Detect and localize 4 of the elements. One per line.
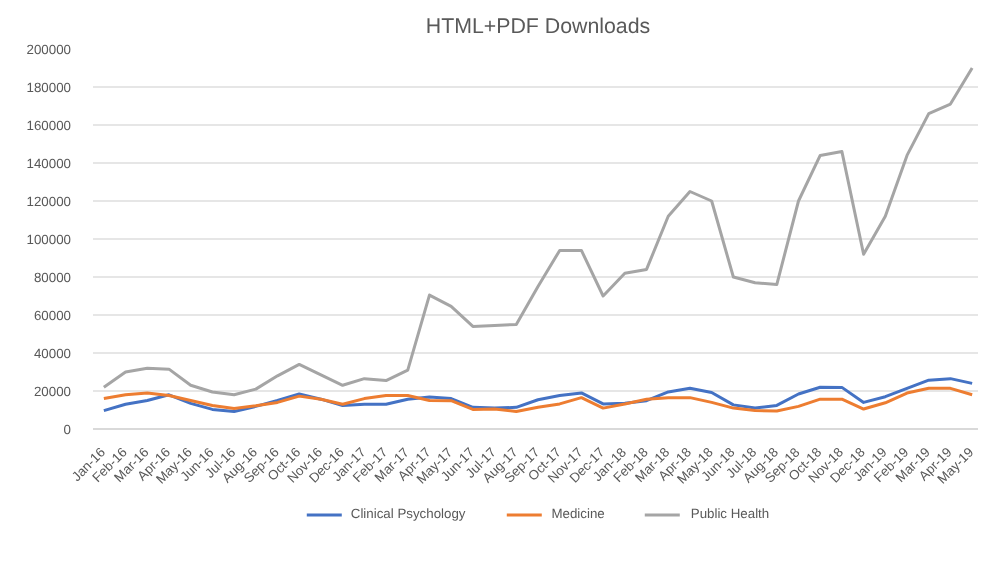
line-series [102, 386, 974, 414]
line-series [102, 66, 974, 397]
line-series [102, 377, 974, 414]
chart-title: HTML+PDF Downloads [425, 15, 651, 39]
